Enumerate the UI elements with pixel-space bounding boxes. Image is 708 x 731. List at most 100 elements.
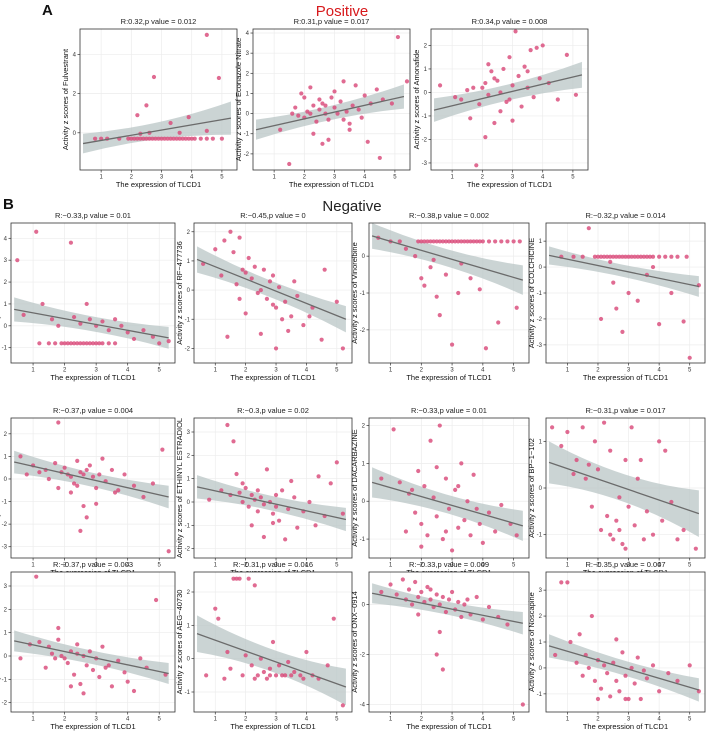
data-point bbox=[589, 504, 594, 509]
y-tick-label: 0 bbox=[362, 603, 366, 609]
data-point bbox=[510, 118, 515, 123]
plot-frame bbox=[193, 222, 353, 364]
chart-1: 1 2 3 4 5 0 2 4 R:0.32,p value = 0.012 The expres… bbox=[61, 17, 238, 189]
data-point bbox=[687, 663, 692, 668]
data-point bbox=[186, 115, 191, 120]
y-tick-label: -1 bbox=[185, 690, 191, 696]
plot-frame bbox=[368, 417, 530, 559]
data-point bbox=[525, 69, 530, 74]
y-axis-label: Activity z scores of PX−316 bbox=[0, 247, 1, 338]
x-tick-label: 1 bbox=[566, 368, 570, 374]
data-point bbox=[534, 45, 539, 50]
data-point bbox=[340, 703, 345, 708]
data-point bbox=[81, 341, 86, 346]
data-point bbox=[261, 534, 266, 540]
data-point bbox=[138, 136, 143, 141]
x-tick-label: 2 bbox=[130, 175, 134, 181]
data-point bbox=[614, 518, 619, 523]
data-point bbox=[344, 109, 349, 114]
data-point bbox=[240, 267, 245, 272]
data-point bbox=[586, 462, 591, 467]
data-point bbox=[270, 520, 276, 526]
data-point bbox=[53, 656, 58, 661]
x-axis-label: The expression of TLCD1 bbox=[116, 180, 201, 189]
data-point bbox=[311, 103, 316, 108]
data-point bbox=[635, 254, 640, 259]
data-point bbox=[620, 541, 625, 547]
data-point bbox=[222, 676, 227, 681]
x-tick-label: 4 bbox=[657, 368, 661, 374]
data-point bbox=[289, 314, 294, 319]
data-point bbox=[480, 540, 485, 545]
x-tick-label: 4 bbox=[305, 717, 309, 723]
plot-frame bbox=[193, 571, 353, 713]
data-point bbox=[71, 672, 77, 677]
data-point bbox=[595, 696, 601, 702]
x-tick-label: 3 bbox=[627, 563, 631, 569]
x-tick-label: 2 bbox=[420, 717, 424, 723]
data-point bbox=[650, 264, 656, 270]
data-point bbox=[641, 668, 646, 673]
data-point bbox=[492, 120, 497, 126]
data-point bbox=[592, 678, 598, 683]
data-point bbox=[456, 484, 461, 489]
x-tick-label: 2 bbox=[303, 175, 307, 181]
x-tick-label: 1 bbox=[214, 563, 218, 569]
data-point bbox=[234, 282, 239, 287]
y-axis-label: Activity z scores of Arsenic trioxide bbox=[0, 584, 1, 699]
data-point bbox=[608, 259, 613, 264]
data-point bbox=[614, 637, 619, 642]
data-point bbox=[446, 239, 452, 244]
data-point bbox=[453, 95, 458, 100]
y-tick-label: 0 bbox=[187, 657, 191, 663]
y-tick-label: 0 bbox=[362, 499, 366, 505]
data-point bbox=[270, 639, 276, 645]
data-point bbox=[160, 447, 165, 452]
data-point bbox=[632, 523, 637, 528]
y-tick-label: 1 bbox=[246, 91, 250, 97]
y-tick-label: 0 bbox=[4, 654, 8, 660]
data-point bbox=[669, 290, 674, 296]
x-tick-label: 2 bbox=[244, 717, 248, 723]
data-point bbox=[317, 107, 322, 112]
data-point bbox=[595, 467, 601, 472]
data-point bbox=[350, 103, 355, 108]
data-point bbox=[626, 290, 631, 296]
data-point bbox=[644, 254, 650, 259]
chart-title: R:−0.38,p value = 0.002 bbox=[409, 211, 489, 220]
data-point bbox=[204, 136, 209, 141]
data-point bbox=[56, 625, 61, 631]
data-point bbox=[629, 425, 634, 430]
data-point bbox=[425, 239, 430, 244]
y-tick-label: 1 bbox=[4, 454, 8, 460]
data-point bbox=[37, 341, 42, 346]
data-point bbox=[258, 331, 263, 336]
data-point bbox=[510, 83, 515, 88]
data-point bbox=[18, 656, 23, 661]
data-point bbox=[302, 95, 307, 100]
y-tick-label: 3 bbox=[4, 258, 8, 264]
y-tick-label: 1 bbox=[187, 623, 191, 629]
data-point bbox=[92, 136, 98, 141]
data-point bbox=[84, 341, 89, 346]
x-tick-label: 5 bbox=[688, 563, 692, 569]
data-point bbox=[495, 78, 500, 83]
x-tick-label: 4 bbox=[481, 717, 485, 723]
data-point bbox=[135, 113, 140, 118]
data-point bbox=[623, 696, 628, 702]
data-point bbox=[416, 594, 421, 600]
data-point bbox=[34, 574, 39, 579]
x-tick-label: 4 bbox=[126, 563, 130, 569]
x-tick-label: 1 bbox=[566, 717, 570, 723]
data-point bbox=[231, 250, 236, 255]
chart-title: R:−0.33,p value = 0.009 bbox=[409, 560, 489, 569]
data-point bbox=[583, 476, 588, 481]
confidence-band bbox=[549, 441, 699, 537]
data-point bbox=[112, 490, 118, 495]
data-point bbox=[480, 85, 485, 90]
data-point bbox=[632, 681, 637, 686]
data-point bbox=[71, 341, 77, 346]
data-point bbox=[537, 76, 542, 81]
data-point bbox=[301, 676, 306, 681]
